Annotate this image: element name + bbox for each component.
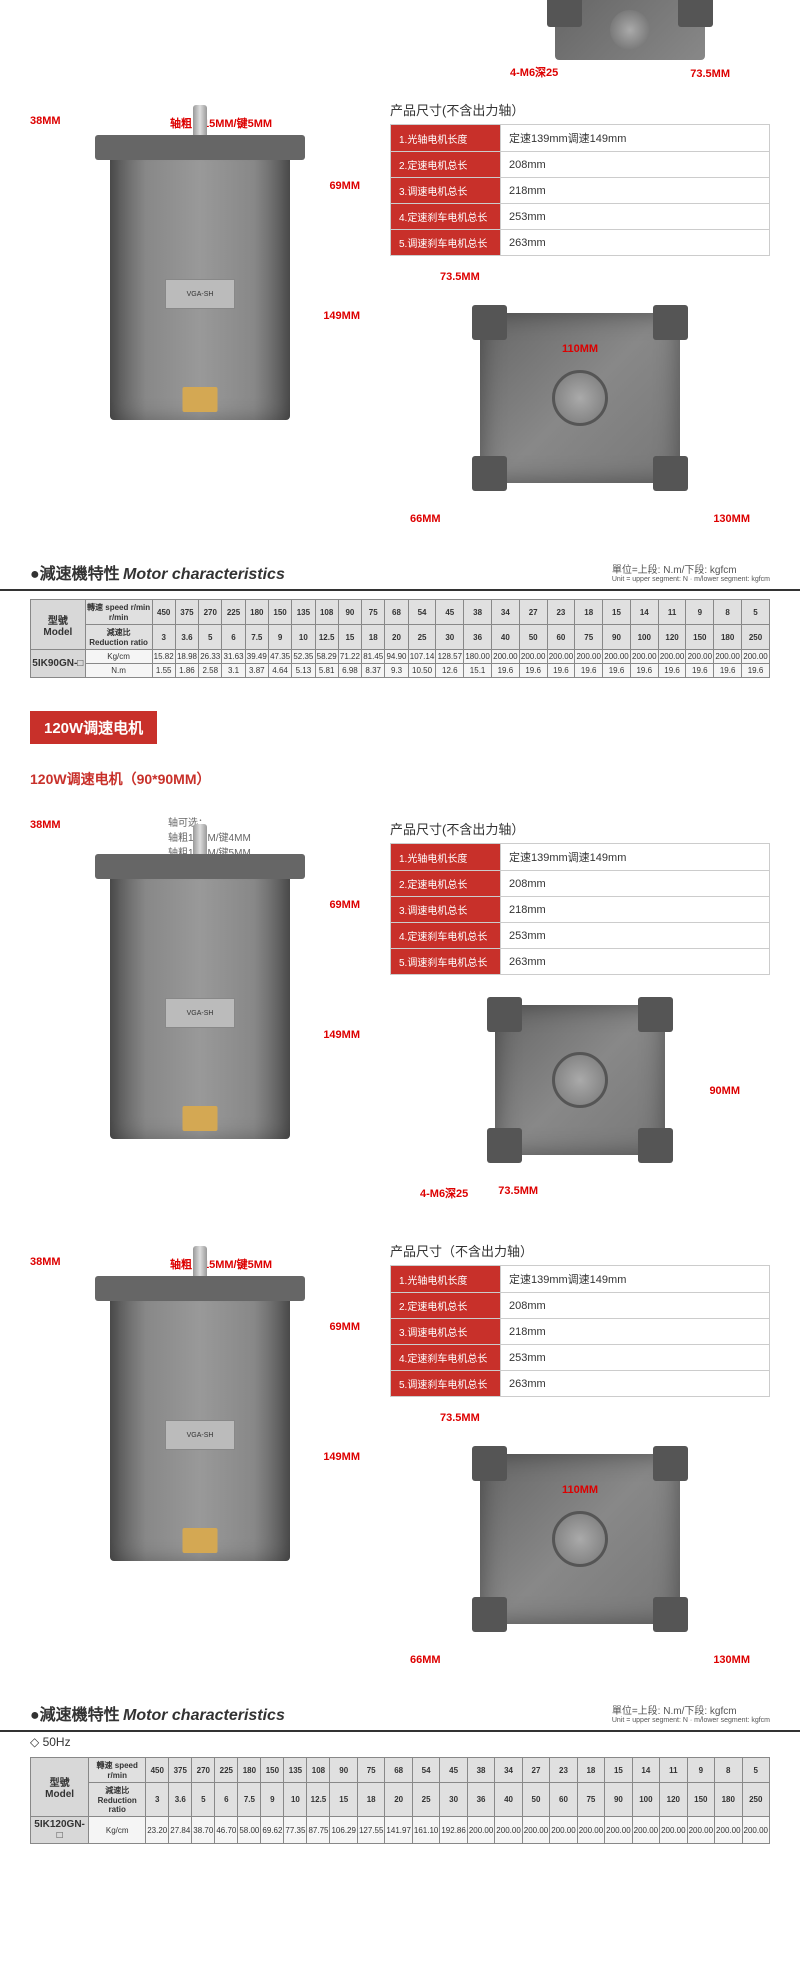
gearbox-dim-bottom-2: 73.5MM [498, 1185, 538, 1201]
motor-sticker [183, 1106, 218, 1131]
gearbox-dim-top: 73.5MM [440, 271, 770, 283]
dim-upper-3: 69MM [329, 1321, 360, 1333]
spec-title-2: 产品尺寸(不含出力轴） [390, 819, 770, 838]
motor-diagram: 38MM 轴粗：15MM/键5MM VGA-SH 69MM 149MM [30, 100, 370, 420]
gearbox-dim-inner: 110MM [562, 343, 598, 355]
spec-table-3: 1.光轴电机长度定速139mm调速149mm 2.定速电机总长208mm 3.调… [390, 1265, 770, 1397]
spec-table: 1.光轴电机长度定速139mm调速149mm 2.定速电机总长208mm 3.调… [390, 124, 770, 256]
spec-table-2: 1.光轴电机长度定速139mm调速149mm 2.定速电机总长208mm 3.调… [390, 843, 770, 975]
motor-nameplate-2: VGA-SH [165, 998, 235, 1028]
characteristics-table-2: 型號Model轉速 speedr/min45037527022518015013… [30, 1757, 770, 1844]
dim-width-label: 73.5MM [690, 68, 730, 80]
spec-title: 产品尺寸(不含出力轴） [390, 100, 770, 119]
dim-lower: 149MM [323, 310, 360, 322]
shaft-spec: 轴粗：15MM/键5MM [170, 115, 272, 131]
char-title: ●減速機特性 [30, 566, 120, 583]
motor-diagram-3: 38MM 轴粗：15MM/键5MM VGA-SH 69MM 149MM [30, 1241, 370, 1561]
char-unit-2: 單位=上段: N.m/下段: kgfcm [612, 1702, 770, 1717]
gearbox-diagram-3: 73.5MM 110MM 66MM 130MM [390, 1412, 770, 1666]
char-title-2: ●減速機特性 [30, 1707, 120, 1724]
gearbox-dim-left: 66MM [410, 513, 441, 525]
dim-upper: 69MM [329, 180, 360, 192]
motor-diagram-2: 38MM 轴可选： 轴粗12MM/键4MM 轴粗15MM/键5MM VGA-SH… [30, 819, 370, 1139]
gearbox-diagram: 73.5MM 110MM 66MM 130MM [390, 271, 770, 525]
dim-upper-2: 69MM [329, 899, 360, 911]
char-unit: 單位=上段: N.m/下段: kgfcm [612, 561, 770, 576]
dim-bolt-label: 4-M6深25 [510, 64, 558, 80]
dim-shaft-3: 38MM [30, 1256, 61, 1268]
gearbox-dim-inner-3: 110MM [562, 1484, 598, 1496]
char-title-en: Motor characteristics [123, 566, 285, 583]
gearbox-bolt-2: 4-M6深25 [420, 1185, 468, 1201]
shaft-spec-3: 轴粗：15MM/键5MM [170, 1256, 272, 1272]
title-120w: 120W调速电机（90*90MM） [30, 769, 770, 789]
motor-nameplate: VGA-SH [165, 279, 235, 309]
freq-label: ◇ 50Hz [30, 1735, 770, 1749]
char-unit-sub-2: Unit = upper segment: N · m/lower segmen… [612, 1717, 770, 1724]
char-unit-sub: Unit = upper segment: N · m/lower segmen… [612, 576, 770, 583]
dim-lower-2: 149MM [323, 1029, 360, 1041]
characteristics-table-1: 型號Model轉速 speed r/minr/min45037527022518… [30, 599, 770, 678]
shaft-option-label: 轴可选： [168, 814, 251, 829]
motor-nameplate-3: VGA-SH [165, 1420, 235, 1450]
char-title-en-2: Motor characteristics [123, 1707, 285, 1724]
banner-120w: 120W调速电机 [30, 711, 157, 744]
gearbox-dim-bottom-3: 130MM [713, 1654, 750, 1666]
dim-shaft-length: 38MM [30, 115, 61, 127]
shaft-option-1: 轴粗12MM/键4MM [168, 829, 251, 844]
gearbox-diagram-2: 90MM 4-M6深25 73.5MM [390, 1005, 770, 1201]
dim-lower-3: 149MM [323, 1451, 360, 1463]
motor-sticker [183, 1528, 218, 1553]
dim-shaft-2: 38MM [30, 819, 61, 831]
gearbox-dim-right: 90MM [709, 1085, 740, 1097]
motor-sticker [183, 387, 218, 412]
gearbox-dim-bottom: 130MM [713, 513, 750, 525]
gearbox-dim-left-3: 66MM [410, 1654, 441, 1666]
gearbox-dim-top-3: 73.5MM [440, 1412, 770, 1424]
spec-title-3: 产品尺寸（不含出力轴） [390, 1241, 770, 1260]
